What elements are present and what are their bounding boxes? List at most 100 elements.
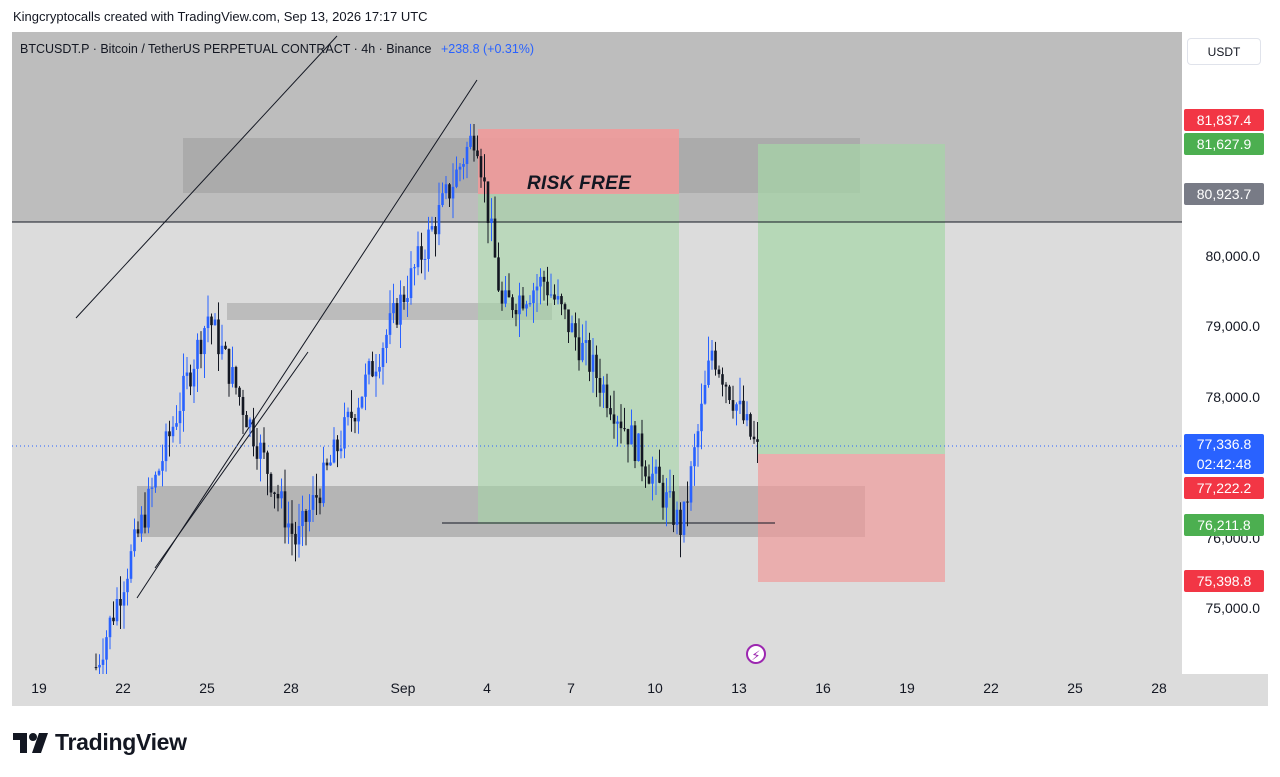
candle-body [553,294,556,300]
candle-body [623,428,626,430]
candle-body [616,421,619,424]
price-axis[interactable]: USDT 80,000.0 79,000.0 78,000.0 76,000.0… [1182,32,1268,674]
candle-body [434,226,437,235]
candle-body [325,462,329,466]
candle-body [542,276,546,282]
channel-line [75,35,338,319]
symbol-info[interactable]: BTCUSDT.P · Bitcoin / TetherUS PERPETUAL… [20,42,534,56]
flash-icon[interactable]: ⚡ [746,644,766,664]
candle-body [105,637,108,660]
candle-body [528,303,532,305]
candle-body [217,319,220,355]
channel-line [154,351,309,569]
candle-body [196,339,199,369]
candle-body [308,509,311,522]
candle-body [714,350,717,370]
candle-body [126,578,129,593]
candle-body [476,150,479,157]
candle-body [297,526,301,545]
candle-body [738,400,742,405]
candle-body [367,361,371,375]
candle-body [518,295,521,315]
candle-body [497,257,500,291]
candle-body [469,135,472,147]
candle-body [717,369,721,375]
candle-body [157,470,161,475]
candle-body [602,384,605,393]
candle-body [122,592,126,606]
candle-body [563,304,567,310]
candle-body [724,384,728,387]
candle-body [707,360,710,385]
candle-body [115,598,119,622]
candle-body [479,156,483,178]
candle-body [129,551,133,579]
candle-body [668,491,672,493]
candle-body [486,181,490,223]
candle-body [360,396,364,408]
candle-body [472,135,476,151]
time-tick: 19 [899,680,915,696]
candle-body [490,218,493,223]
candle-body [402,294,406,303]
candle-body [189,372,192,387]
time-tick: Sep [390,680,416,696]
target-price-label: 81,627.9 [1184,133,1264,155]
price-tick: 80,000.0 [1205,248,1261,264]
candle-body [619,421,623,429]
candle-body [448,184,451,199]
candle-body [661,482,665,508]
candle-body [329,462,332,466]
candle-body [458,166,462,170]
candle-body [119,598,122,606]
candle-body [252,419,255,447]
candle-body [598,378,602,393]
tradingview-logo-icon [13,732,48,753]
symbol-title: BTCUSDT.P · Bitcoin / TetherUS PERPETUAL… [20,42,432,56]
candle-body [241,396,245,415]
candle-body [357,407,360,422]
candle-body [756,439,759,442]
candle-body [493,218,497,258]
price-tick: 75,000.0 [1205,600,1261,616]
price-chart[interactable] [12,32,1182,674]
candle-body [679,509,682,535]
candle-body [381,347,385,367]
risk-free-annotation[interactable]: RISK FREE [527,173,632,194]
plot-area[interactable]: BTCUSDT.P · Bitcoin / TetherUS PERPETUAL… [12,32,1182,674]
candle-body [385,334,388,348]
time-tick: 25 [1067,680,1083,696]
entry-price-label: 77,222.2 [1184,477,1264,499]
candle-body [577,337,581,361]
candle-body [605,384,609,409]
candle-body [332,439,336,463]
candle-body [290,523,294,534]
candle-body [430,226,434,230]
stop-price-label: 75,398.8 [1184,570,1264,592]
candle-body [693,447,696,467]
candle-body [441,193,444,206]
candle-body [185,372,189,376]
candle-body [584,340,588,343]
tradingview-logo[interactable]: TradingView [13,729,187,756]
candle-body [696,431,700,448]
candle-body [108,617,112,638]
candle-body [455,169,458,187]
candle-body [560,296,563,305]
chart-frame[interactable]: BTCUSDT.P · Bitcoin / TetherUS PERPETUAL… [12,32,1268,706]
candle-body [150,487,154,489]
candle-body [658,466,661,483]
candle-body [420,246,423,260]
candle-body [371,361,374,377]
candle-body [700,403,703,432]
candle-body [686,501,689,503]
stop-zone [758,454,945,582]
candle-body [262,442,266,453]
time-axis[interactable]: 19 22 25 28 Sep 4 7 10 13 16 19 22 25 28 [12,674,1182,706]
currency-button[interactable]: USDT [1187,38,1261,65]
candle-body [675,509,679,525]
candle-body [182,375,185,411]
last-price-label: 77,336.8 [1184,434,1264,454]
candle-body [745,414,749,421]
candle-body [591,354,595,372]
